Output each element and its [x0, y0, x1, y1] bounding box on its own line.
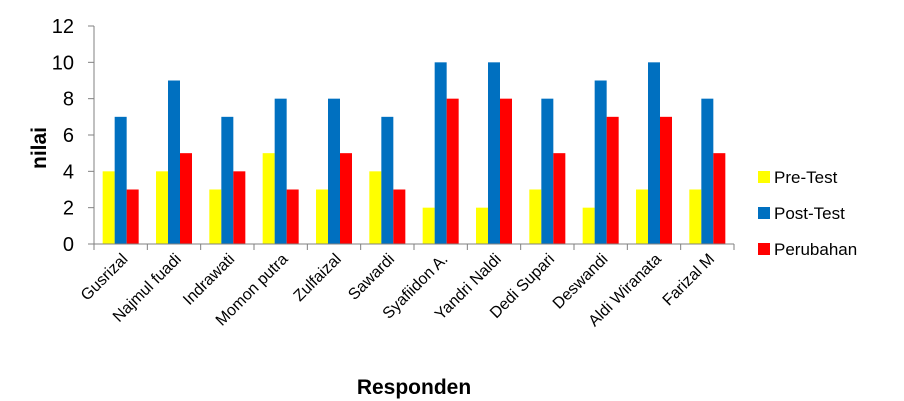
bar-post-test	[488, 62, 500, 245]
x-category-label: Zulfaizal	[291, 251, 345, 305]
legend-swatch	[758, 243, 770, 255]
bar-post-test	[648, 62, 660, 245]
legend-swatch	[758, 207, 770, 219]
legend-label: Post-Test	[774, 204, 845, 223]
bar-post-test	[541, 98, 554, 245]
y-tick-label: 12	[52, 16, 74, 38]
bar-perubahan	[233, 171, 246, 244]
y-tick-label: 0	[63, 234, 74, 256]
bar-pre-test	[582, 207, 595, 244]
bar-pre-test	[316, 189, 328, 244]
bar-post-test	[594, 80, 607, 244]
bar-post-test	[434, 62, 447, 245]
bar-perubahan	[180, 153, 192, 244]
bar-post-test	[114, 116, 127, 244]
bar-perubahan	[606, 116, 619, 244]
bar-perubahan	[446, 98, 459, 245]
y-tick-label: 2	[63, 198, 74, 220]
bar-pre-test	[529, 189, 542, 244]
bar-pre-test	[476, 207, 488, 244]
bar-pre-test	[369, 171, 382, 244]
bar-pre-test	[209, 189, 222, 244]
bar-perubahan	[713, 153, 726, 244]
legend-swatch	[758, 171, 770, 183]
bar-post-test	[274, 98, 287, 245]
bar-post-test	[221, 116, 234, 244]
bar-post-test	[328, 98, 340, 245]
y-tick-label: 10	[52, 52, 74, 74]
bar-pre-test	[689, 189, 702, 244]
x-category-label: Gusrizal	[78, 251, 132, 305]
legend-label: Pre-Test	[774, 168, 838, 187]
bar-perubahan	[553, 153, 566, 244]
x-category-label: Farizal M	[660, 251, 719, 310]
bar-perubahan	[393, 189, 406, 244]
bar-post-test	[381, 116, 394, 244]
y-tick-label: 4	[63, 161, 74, 183]
legend: Pre-Test Post-Test Perubahan	[758, 168, 857, 259]
legend-label: Perubahan	[774, 240, 857, 259]
bar-pre-test	[102, 171, 115, 244]
bar-pre-test	[262, 153, 275, 244]
y-tick-label: 6	[63, 125, 74, 147]
bar-perubahan	[286, 189, 299, 244]
bar-post-test	[168, 80, 180, 244]
bar-perubahan	[660, 116, 672, 244]
y-tick-label: 8	[63, 89, 74, 111]
bar-pre-test	[636, 189, 648, 244]
bar-perubahan	[500, 98, 512, 245]
bar-pre-test	[422, 207, 435, 244]
y-axis-title: nilai	[28, 127, 51, 169]
bar-pre-test	[156, 171, 168, 244]
x-axis-title: Responden	[357, 376, 471, 399]
bars	[102, 62, 726, 245]
y-axis: 0 2 4 6 8 10 12	[52, 16, 95, 256]
x-category-label: Sawardi	[345, 251, 398, 304]
bar-perubahan	[126, 189, 139, 244]
bar-perubahan	[340, 153, 352, 244]
bar-post-test	[701, 98, 714, 245]
